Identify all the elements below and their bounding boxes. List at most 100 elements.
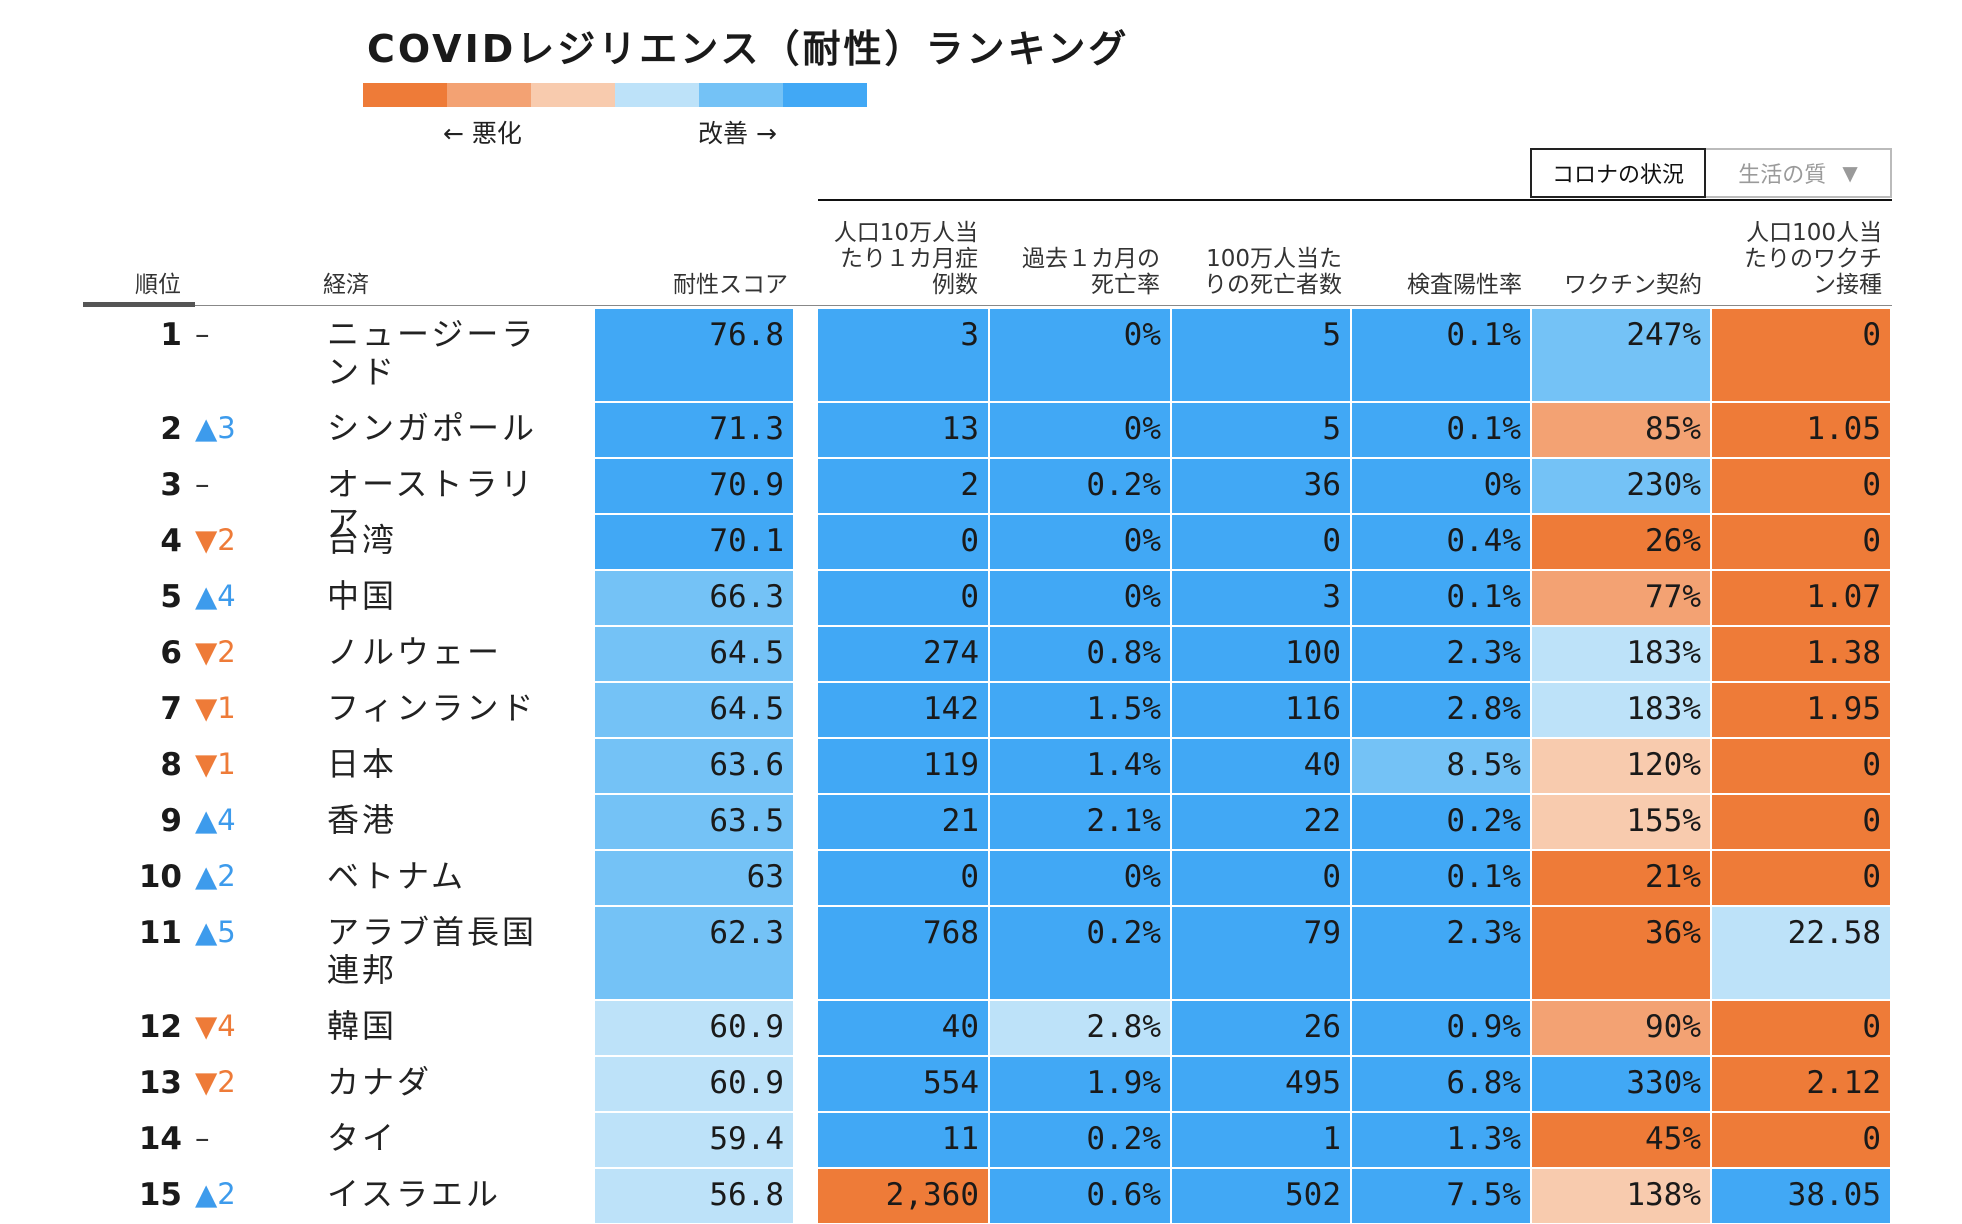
cell-positivity: 2.8%: [1352, 681, 1532, 737]
rank-value: 1: [160, 317, 182, 353]
cell-fatality: 0%: [990, 513, 1172, 569]
cell-cases: 3: [818, 307, 990, 401]
table-row: 12 ▼4 韓国 60.9 40 2.8% 26 0.9% 90% 0: [0, 999, 1962, 1055]
cell-score: 64.5: [595, 681, 795, 737]
cell-deaths: 5: [1172, 307, 1352, 401]
rank-change: ▼1: [195, 747, 236, 781]
color-legend: [363, 83, 867, 107]
cell-positivity: 8.5%: [1352, 737, 1532, 793]
header-cases: 人口10万人当 たり１カ月症 例数: [818, 220, 978, 298]
header-score: 耐性スコア: [673, 272, 788, 298]
cell-cases: 0: [818, 513, 990, 569]
rank-change: ▲3: [195, 411, 236, 445]
cell-fatality: 0.2%: [990, 905, 1172, 999]
cell-cases: 274: [818, 625, 990, 681]
cell-vaccine-deals: 247%: [1532, 307, 1712, 401]
rank-value: 6: [160, 635, 182, 671]
rank-value: 14: [138, 1121, 182, 1157]
tab-quality-of-life[interactable]: 生活の質 ▼: [1706, 148, 1892, 198]
legend-swatch: [447, 83, 531, 107]
cell-score: 56.8: [595, 1167, 795, 1223]
cell-vaccinations: 1.95: [1712, 681, 1892, 737]
cell-vaccine-deals: 90%: [1532, 999, 1712, 1055]
header-line: 検査陽性率: [1407, 272, 1522, 298]
country-name: 中国: [327, 577, 398, 615]
header-line: 過去１カ月の: [1022, 246, 1160, 272]
header-line: ン接種: [1813, 272, 1882, 298]
cell-vaccinations: 38.05: [1712, 1167, 1892, 1223]
cell-deaths: 1: [1172, 1111, 1352, 1167]
cell-positivity: 1.3%: [1352, 1111, 1532, 1167]
cell-score: 70.9: [595, 457, 795, 513]
cell-cases: 11: [818, 1111, 990, 1167]
table-row: 9 ▲4 香港 63.5 21 2.1% 22 0.2% 155% 0: [0, 793, 1962, 849]
cell-vaccinations: 0: [1712, 793, 1892, 849]
cell-positivity: 0.2%: [1352, 793, 1532, 849]
table-row: 1– ニュージーランド 76.8 3 0% 5 0.1% 247% 0: [0, 307, 1962, 401]
cell-score: 70.1: [595, 513, 795, 569]
country-name: フィンランド: [327, 689, 537, 727]
header-deaths: 100万人当た りの死亡者数: [1172, 246, 1342, 298]
header-line: 人口100人当: [1746, 220, 1882, 246]
country-name: オーストラリア: [327, 465, 536, 541]
cell-score: 60.9: [595, 1055, 795, 1111]
cell-vaccine-deals: 26%: [1532, 513, 1712, 569]
tab-covid-status[interactable]: コロナの状況: [1530, 148, 1706, 198]
cell-deaths: 0: [1172, 849, 1352, 905]
cell-cases: 119: [818, 737, 990, 793]
rank-value: 9: [160, 803, 182, 839]
cell-deaths: 79: [1172, 905, 1352, 999]
header-line: たりのワクチ: [1744, 246, 1882, 272]
cell-fatality: 0%: [990, 401, 1172, 457]
legend-swatch: [783, 83, 867, 107]
cell-score: 60.9: [595, 999, 795, 1055]
cell-fatality: 0.2%: [990, 457, 1172, 513]
rank-change: –: [195, 1121, 210, 1155]
cell-vaccinations: 0: [1712, 307, 1892, 401]
country-name: ニュージーランド: [327, 315, 537, 391]
cell-score: 63: [595, 849, 795, 905]
cell-fatality: 2.1%: [990, 793, 1172, 849]
rank-change: ▼1: [195, 691, 236, 725]
rank-value: 2: [160, 411, 182, 447]
country-name: ノルウェー: [327, 633, 503, 671]
cell-vaccine-deals: 183%: [1532, 681, 1712, 737]
header-vaccine-deals: ワクチン契約: [1532, 272, 1702, 298]
table-row: 15 ▲2 イスラエル 56.8 2,360 0.6% 502 7.5% 138% 38.05: [0, 1167, 1962, 1223]
rank-change: ▼2: [195, 1065, 236, 1099]
header-line: 例数: [932, 272, 978, 298]
cell-deaths: 3: [1172, 569, 1352, 625]
cell-deaths: 502: [1172, 1167, 1352, 1223]
rank-change: –: [195, 317, 210, 351]
header-line: 100万人当た: [1206, 246, 1342, 272]
cell-deaths: 22: [1172, 793, 1352, 849]
cell-score: 71.3: [595, 401, 795, 457]
cell-deaths: 495: [1172, 1055, 1352, 1111]
cell-cases: 554: [818, 1055, 990, 1111]
rank-value: 13: [138, 1065, 182, 1101]
rank-change: ▲5: [195, 915, 236, 949]
cell-score: 62.3: [595, 905, 795, 999]
header-divider: [818, 199, 1892, 201]
cell-positivity: 2.3%: [1352, 625, 1532, 681]
legend-swatch: [615, 83, 699, 107]
table-row: 14– タイ 59.4 11 0.2% 1 1.3% 45% 0: [0, 1111, 1962, 1167]
chevron-down-icon: ▼: [1842, 161, 1858, 185]
header-rank: 順位: [135, 272, 181, 298]
cell-score: 76.8: [595, 307, 795, 401]
header-line: たり１カ月症: [840, 246, 978, 272]
cell-fatality: 0%: [990, 569, 1172, 625]
cell-fatality: 1.9%: [990, 1055, 1172, 1111]
legend-swatch: [363, 83, 447, 107]
cell-vaccine-deals: 21%: [1532, 849, 1712, 905]
cell-fatality: 0.6%: [990, 1167, 1172, 1223]
cell-vaccine-deals: 120%: [1532, 737, 1712, 793]
cell-deaths: 26: [1172, 999, 1352, 1055]
cell-score: 63.5: [595, 793, 795, 849]
header-line: 死亡率: [1091, 272, 1160, 298]
cell-cases: 0: [818, 849, 990, 905]
cell-positivity: 0.4%: [1352, 513, 1532, 569]
header-line: りの死亡者数: [1204, 272, 1342, 298]
cell-cases: 21: [818, 793, 990, 849]
cell-vaccinations: 0: [1712, 1111, 1892, 1167]
